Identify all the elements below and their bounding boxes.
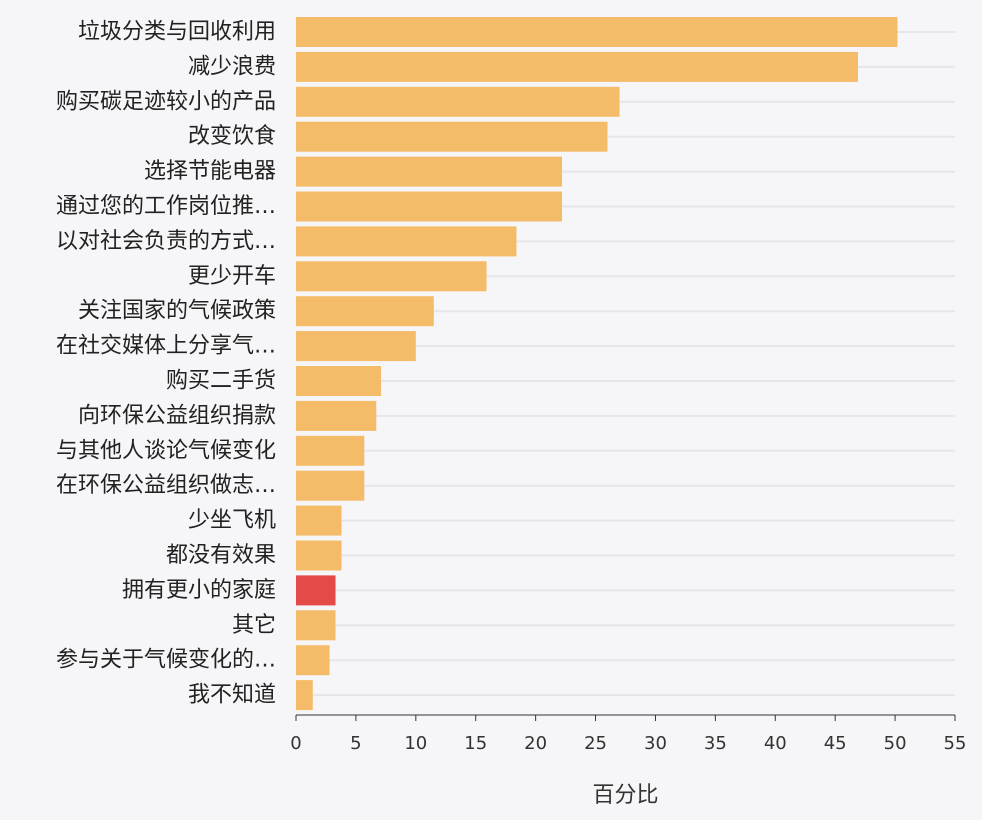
x-tick-label: 15 [464, 733, 487, 754]
category-label: 拥有更小的家庭 [122, 578, 276, 603]
category-label: 减少浪费 [188, 54, 276, 79]
bar [296, 17, 898, 47]
category-label: 通过您的工作岗位推… [56, 194, 276, 219]
x-tick-label: 45 [824, 733, 847, 754]
x-tick-label: 40 [764, 733, 787, 754]
bar [296, 470, 365, 501]
bar [296, 366, 382, 396]
bars [296, 17, 898, 711]
category-label: 购买二手货 [166, 369, 276, 394]
x-tick-label: 55 [944, 733, 967, 754]
category-label: 向环保公益组织捐款 [78, 403, 276, 428]
x-tick-label: 50 [884, 733, 907, 754]
category-label: 都没有效果 [166, 543, 276, 568]
category-label: 购买碳足迹较小的产品 [56, 89, 276, 114]
x-tick-label: 20 [524, 733, 547, 754]
bar [296, 540, 342, 571]
category-labels: 垃圾分类与回收利用减少浪费购买碳足迹较小的产品改变饮食选择节能电器通过您的工作岗… [56, 20, 276, 708]
x-tick-label: 0 [290, 733, 301, 754]
category-label: 我不知道 [188, 683, 276, 708]
bar [296, 400, 377, 431]
category-label: 垃圾分类与回收利用 [78, 20, 276, 45]
bar [296, 156, 562, 187]
bar [296, 226, 517, 257]
bar [296, 331, 416, 362]
category-label: 关注国家的气候政策 [78, 299, 276, 324]
bar [296, 86, 620, 117]
bar [296, 575, 336, 606]
bar [296, 191, 562, 222]
category-label: 其它 [232, 613, 276, 638]
x-tick-labels: 0 5 10 15 20 25 30 35 40 45 50 55 [290, 715, 966, 754]
category-label: 在环保公益组织做志… [56, 473, 276, 498]
category-label: 少坐飞机 [188, 508, 276, 533]
category-label: 在社交媒体上分享气… [56, 334, 276, 359]
category-label: 选择节能电器 [144, 159, 276, 184]
bar [296, 261, 487, 292]
category-label: 参与关于气候变化的… [56, 648, 276, 673]
x-tick-label: 35 [704, 733, 727, 754]
bar [296, 435, 365, 466]
category-label: 改变饮食 [188, 124, 276, 149]
bar [296, 51, 858, 82]
x-tick-label: 30 [644, 733, 667, 754]
category-label: 以对社会负责的方式… [56, 229, 276, 254]
category-label: 更少开车 [188, 264, 276, 289]
bar [296, 505, 342, 536]
x-tick-label: 5 [350, 733, 361, 754]
bar [296, 121, 608, 152]
bar [296, 296, 434, 327]
bar [296, 645, 330, 676]
x-axis-title: 百分比 [592, 783, 658, 808]
x-tick-label: 25 [584, 733, 607, 754]
category-label: 与其他人谈论气候变化 [56, 438, 276, 463]
bar [296, 610, 336, 641]
bar [296, 680, 313, 711]
x-tick-label: 10 [404, 733, 427, 754]
